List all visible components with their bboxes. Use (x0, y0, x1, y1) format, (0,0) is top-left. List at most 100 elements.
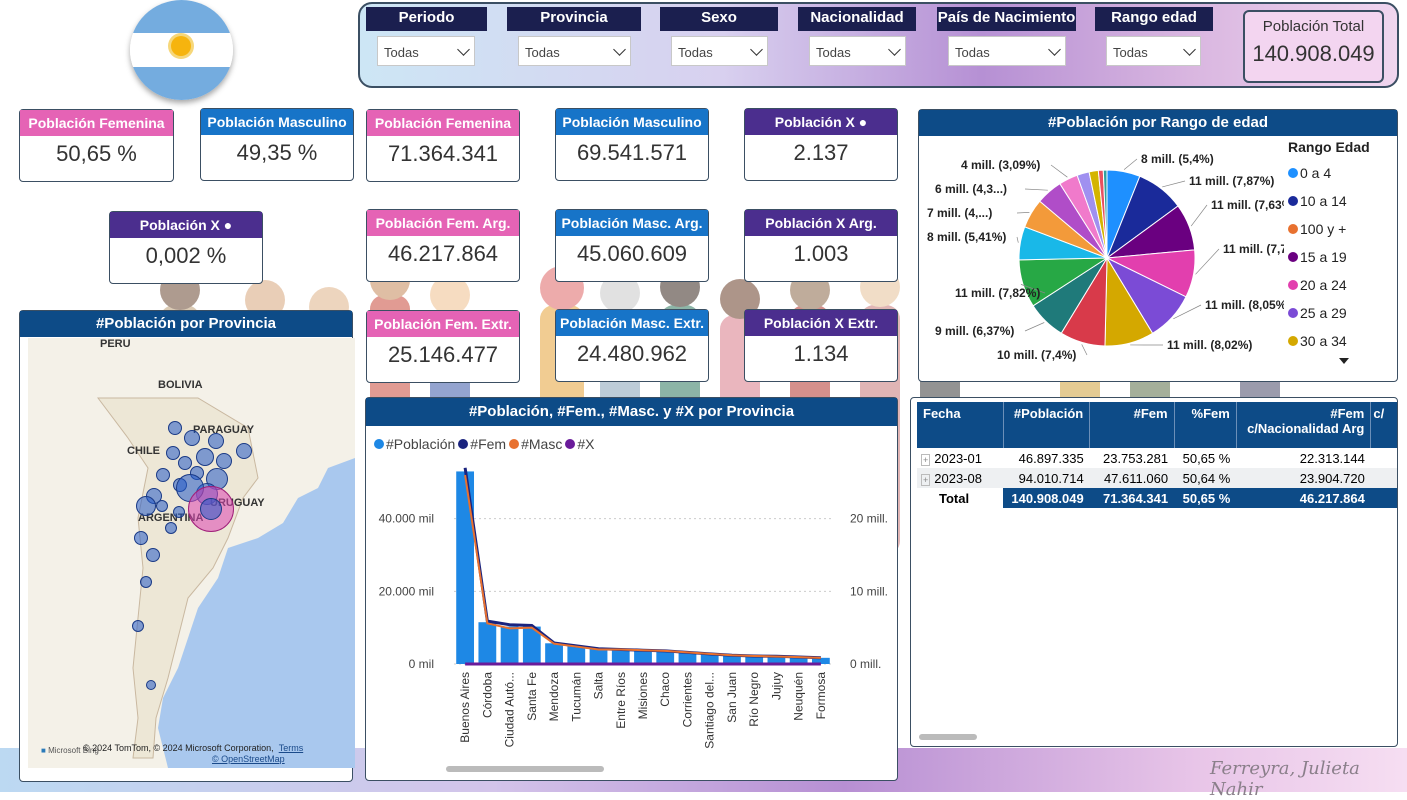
col-fem[interactable]: #Fem (1090, 402, 1174, 448)
col-pct-fem[interactable]: %Fem (1174, 402, 1236, 448)
map-bubble[interactable] (178, 456, 192, 470)
table-row[interactable]: +2023-08 94.010.714 47.611.060 50,64 % 2… (917, 468, 1397, 488)
col-poblacion[interactable]: #Población (1003, 402, 1089, 448)
map-bubble[interactable] (200, 498, 222, 520)
x-tick-label: Chaco (658, 672, 672, 707)
table-row[interactable]: +2023-01 46.897.335 23.753.281 50,65 % 2… (917, 448, 1397, 468)
card-x: Población X ● 2.137 (744, 108, 898, 181)
expand-icon[interactable]: + (921, 454, 930, 466)
map-bubble[interactable] (184, 430, 200, 446)
pie-chart-panel: #Población por Rango de edad 8 mill. (5,… (918, 109, 1398, 382)
map-canvas[interactable]: PERU BOLIVIA PARAGUAY CHILE URUGUAY ARGE… (28, 338, 355, 768)
cell: 23.904.720 (1236, 468, 1371, 488)
filter-label: Periodo (366, 7, 487, 31)
bar-poblacion[interactable] (590, 649, 608, 664)
card-masc: Población Masculino 69.541.571 (555, 108, 709, 181)
bar-poblacion[interactable] (612, 649, 630, 664)
filter-pais-nacimiento: País de Nacimiento Todas (937, 7, 1076, 31)
map-bubble[interactable] (146, 680, 156, 690)
map-bubble[interactable] (173, 506, 185, 518)
col-fem-nac-arg[interactable]: #Fem c/Nacionalidad Arg (1236, 402, 1371, 448)
x-tick-label: Tucumán (569, 672, 583, 722)
x-tick-label: Misiones (636, 672, 650, 719)
periodo-dropdown[interactable]: Todas (377, 36, 475, 66)
pie-legend-item[interactable]: 20 a 24 (1288, 271, 1393, 299)
filter-sexo: Sexo Todas (660, 7, 778, 31)
pie-legend-item[interactable]: 15 a 19 (1288, 243, 1393, 271)
provincia-dropdown[interactable]: Todas (518, 36, 631, 66)
card-value: 0,002 % (110, 243, 262, 269)
dropdown-value: Todas (678, 45, 713, 60)
x-tick-label: Ciudad Autó... (503, 672, 517, 747)
map-label-bolivia: BOLIVIA (158, 379, 203, 391)
cell-fecha-text: 2023-08 (934, 471, 982, 486)
map-bubble[interactable] (168, 421, 182, 435)
cell: 140.908.049 (1003, 488, 1089, 508)
legend-scroll-down-icon[interactable] (1339, 358, 1349, 364)
chevron-down-icon (750, 43, 763, 56)
x-tick-label: Neuquén (792, 672, 806, 721)
bar-poblacion[interactable] (545, 643, 563, 664)
table-horizontal-scrollbar[interactable] (919, 734, 977, 740)
pie-legend-item[interactable]: 100 y + (1288, 215, 1393, 243)
map-title: #Población por Provincia (20, 311, 352, 337)
filter-label: Sexo (660, 7, 778, 31)
cell: 23.753.281 (1090, 448, 1174, 468)
bar-poblacion[interactable] (501, 627, 519, 664)
rango-dropdown[interactable]: Todas (1106, 36, 1201, 66)
pie-legend-item[interactable]: 10 a 14 (1288, 187, 1393, 215)
pie-legend-item[interactable]: 0 a 4 (1288, 159, 1393, 187)
map-bubble[interactable] (136, 496, 156, 516)
map-bubble[interactable] (156, 468, 170, 482)
legend-label: 25 a 29 (1300, 305, 1347, 321)
osm-link[interactable]: © OpenStreetMap (212, 754, 285, 764)
pie-legend-item[interactable]: 30 a 34 (1288, 327, 1393, 355)
chevron-down-icon (457, 43, 470, 56)
map-bubble[interactable] (208, 433, 224, 449)
map-bubble[interactable] (216, 453, 232, 469)
nacionalidad-dropdown[interactable]: Todas (809, 36, 906, 66)
map-bubble[interactable] (132, 620, 144, 632)
sexo-dropdown[interactable]: Todas (671, 36, 768, 66)
map-bubble[interactable] (236, 443, 252, 459)
filter-periodo: Periodo Todas (366, 7, 487, 31)
attribution-text: © 2024 TomTom, © 2024 Microsoft Corporat… (83, 743, 274, 753)
map-bubble[interactable] (146, 548, 160, 562)
pie-leader-line (1124, 159, 1137, 170)
col-fecha[interactable]: Fecha (917, 402, 1003, 448)
bar-poblacion[interactable] (567, 646, 585, 664)
pie-legend-item[interactable]: 25 a 29 (1288, 299, 1393, 327)
map-bubble[interactable] (140, 576, 152, 588)
map-bubble[interactable] (166, 446, 180, 460)
map-bubble[interactable] (134, 531, 148, 545)
chevron-down-icon (888, 43, 901, 56)
filter-label: Nacionalidad (798, 7, 916, 31)
map-bubble[interactable] (165, 522, 177, 534)
pie-leader-line (1051, 165, 1067, 177)
pie-data-label: 11 mill. (7,77%) (1223, 242, 1284, 256)
cell: 94.010.714 (1003, 468, 1089, 488)
horizontal-scrollbar[interactable] (446, 766, 604, 772)
legend-label: 10 a 14 (1300, 193, 1347, 209)
bar-poblacion[interactable] (478, 622, 496, 664)
card-label: Población X Extr. (745, 310, 897, 336)
card-value: 50,65 % (20, 141, 173, 167)
pie-data-label: 8 mill. (5,41%) (927, 230, 1006, 244)
pie-data-label: 8 mill. (5,4%) (1141, 152, 1214, 166)
cell: 50,65 % (1174, 488, 1236, 508)
expand-icon[interactable]: + (921, 474, 930, 486)
filter-rango-edad: Rango edad Todas (1095, 7, 1213, 31)
map-bubble[interactable] (196, 448, 214, 466)
col-truncated[interactable]: c/ (1371, 402, 1397, 448)
pais-dropdown[interactable]: Todas (948, 36, 1066, 66)
map-land (28, 338, 355, 768)
bing-icon: ■ (41, 746, 46, 755)
card-value: 25.146.477 (367, 342, 519, 368)
bar-poblacion[interactable] (656, 651, 674, 664)
card-masc-arg: Población Masc. Arg. 45.060.609 (555, 209, 709, 282)
map-bubble[interactable] (156, 500, 168, 512)
bar-poblacion[interactable] (634, 650, 652, 664)
terms-link[interactable]: Terms (279, 743, 304, 753)
y-tick-right: 0 mill. (850, 657, 881, 671)
